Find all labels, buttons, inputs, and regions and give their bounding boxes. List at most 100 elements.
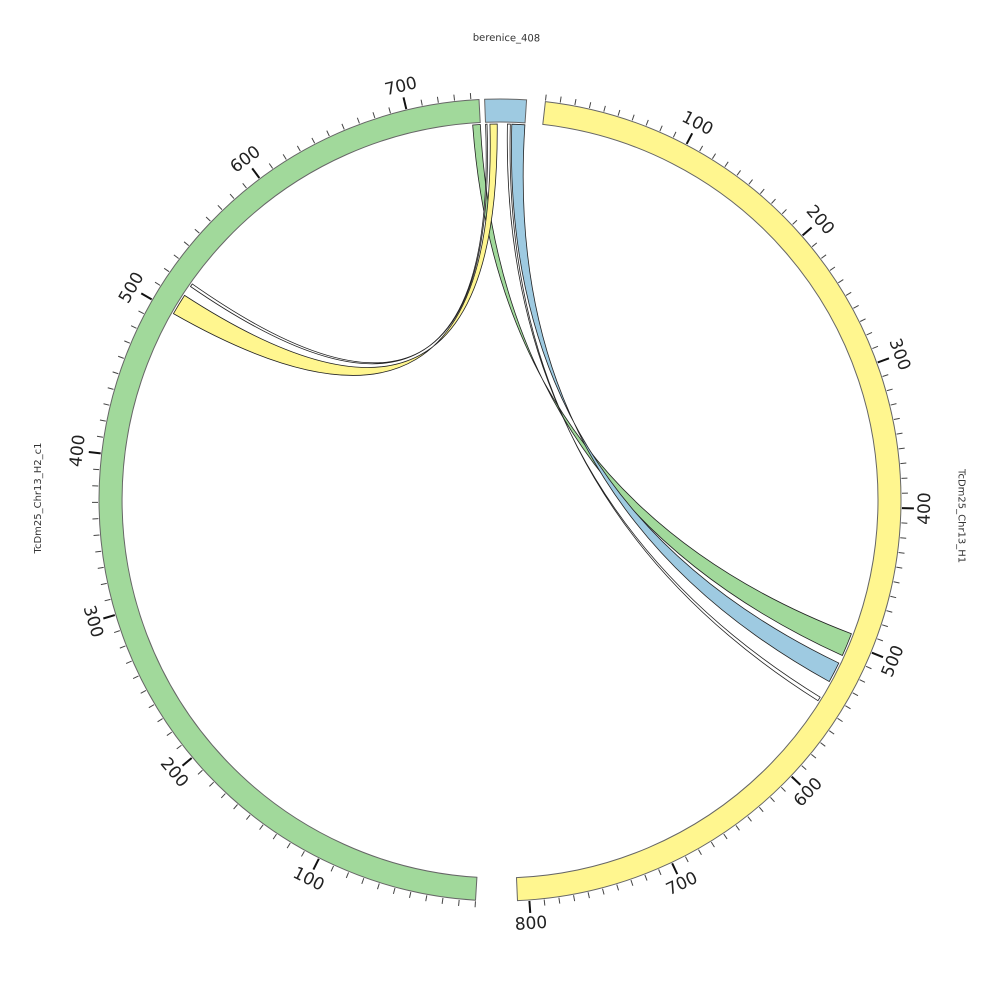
minor-tick xyxy=(603,889,605,895)
minor-tick xyxy=(699,850,702,855)
minor-tick xyxy=(104,404,110,405)
minor-tick xyxy=(660,126,662,132)
minor-tick xyxy=(95,551,101,552)
minor-tick xyxy=(860,680,865,683)
minor-tick xyxy=(133,676,138,679)
minor-tick xyxy=(617,885,619,891)
sequence-label-berenice_408: berenice_408 xyxy=(473,33,541,45)
tick-label: 200 xyxy=(802,201,838,239)
minor-tick xyxy=(108,388,114,390)
link-3 xyxy=(173,124,497,375)
minor-tick xyxy=(860,319,865,322)
minor-tick xyxy=(426,895,427,901)
minor-tick xyxy=(900,538,906,539)
tick-label: 300 xyxy=(79,603,107,640)
minor-tick xyxy=(867,332,872,334)
minor-tick xyxy=(712,154,715,159)
minor-tick xyxy=(230,194,234,199)
minor-tick xyxy=(118,356,124,358)
minor-tick xyxy=(811,754,816,758)
minor-tick xyxy=(184,242,189,246)
minor-tick xyxy=(149,705,154,708)
major-tick xyxy=(872,653,883,658)
minor-tick xyxy=(883,375,889,377)
minor-tick xyxy=(218,205,222,209)
minor-tick xyxy=(866,666,871,668)
link-1 xyxy=(511,124,838,681)
minor-tick xyxy=(297,146,300,151)
minor-tick xyxy=(632,115,634,121)
tick-label: 100 xyxy=(289,863,327,895)
major-tick xyxy=(313,859,318,870)
minor-tick xyxy=(725,162,728,167)
minor-tick xyxy=(377,883,379,889)
minor-tick xyxy=(736,825,740,830)
tick-label: 100 xyxy=(678,107,716,140)
major-tick xyxy=(252,168,259,178)
minor-tick xyxy=(802,766,807,770)
minor-tick xyxy=(872,346,878,348)
minor-tick xyxy=(589,102,590,108)
minor-tick xyxy=(198,770,202,774)
minor-tick xyxy=(896,567,902,568)
minor-tick xyxy=(711,842,714,847)
minor-tick xyxy=(167,732,172,735)
minor-tick xyxy=(124,341,130,343)
ideogram-berenice_408 xyxy=(485,99,527,123)
minor-tick xyxy=(894,582,900,583)
minor-tick xyxy=(830,267,835,270)
major-tick xyxy=(141,293,151,299)
sequence-label-TcDm25_Chr13_H1: TcDm25_Chr13_H1 xyxy=(956,468,967,563)
minor-tick xyxy=(886,611,892,613)
minor-tick xyxy=(437,97,438,103)
major-tick xyxy=(878,358,889,362)
minor-tick xyxy=(838,280,843,283)
minor-tick xyxy=(829,731,834,734)
minor-tick xyxy=(331,866,333,871)
minor-tick xyxy=(126,661,131,663)
minor-tick xyxy=(120,646,126,648)
minor-tick xyxy=(362,878,364,884)
minor-tick xyxy=(887,389,893,391)
minor-tick xyxy=(131,326,136,329)
minor-tick xyxy=(659,869,661,875)
tick-label: 700 xyxy=(663,868,701,900)
minor-tick xyxy=(646,120,648,126)
minor-tick xyxy=(891,404,897,405)
minor-tick xyxy=(631,880,633,886)
minor-tick xyxy=(346,872,348,878)
minor-tick xyxy=(793,220,797,224)
minor-tick xyxy=(94,535,100,536)
minor-tick xyxy=(260,825,264,830)
sequence-label-TcDm25_Chr13_H2_c1: TcDm25_Chr13_H2_c1 xyxy=(33,442,44,554)
link-0 xyxy=(473,125,852,656)
minor-tick xyxy=(327,131,330,136)
minor-tick xyxy=(846,292,851,295)
minor-tick xyxy=(771,199,775,203)
minor-tick xyxy=(737,170,741,175)
ideogram-TcDm25_Chr13_H1 xyxy=(516,102,901,901)
tick-label: 300 xyxy=(884,336,914,373)
minor-tick xyxy=(342,124,344,130)
minor-tick xyxy=(459,900,460,906)
minor-tick xyxy=(373,112,375,118)
major-tick xyxy=(183,758,192,766)
minor-tick xyxy=(890,596,896,597)
minor-tick xyxy=(158,719,163,722)
minor-tick xyxy=(748,817,752,822)
tick-label: 400 xyxy=(66,433,90,468)
minor-tick xyxy=(113,372,119,374)
ideogram-TcDm25_Chr13_H2_c1 xyxy=(99,100,480,901)
tick-label: 400 xyxy=(915,492,936,525)
minor-tick xyxy=(588,892,589,898)
minor-tick xyxy=(853,305,858,308)
major-tick xyxy=(529,901,530,913)
minor-tick xyxy=(283,154,286,159)
minor-tick xyxy=(685,857,688,862)
minor-tick xyxy=(269,164,272,169)
minor-tick xyxy=(209,782,213,786)
minor-tick xyxy=(645,875,647,881)
minor-tick xyxy=(575,99,576,105)
